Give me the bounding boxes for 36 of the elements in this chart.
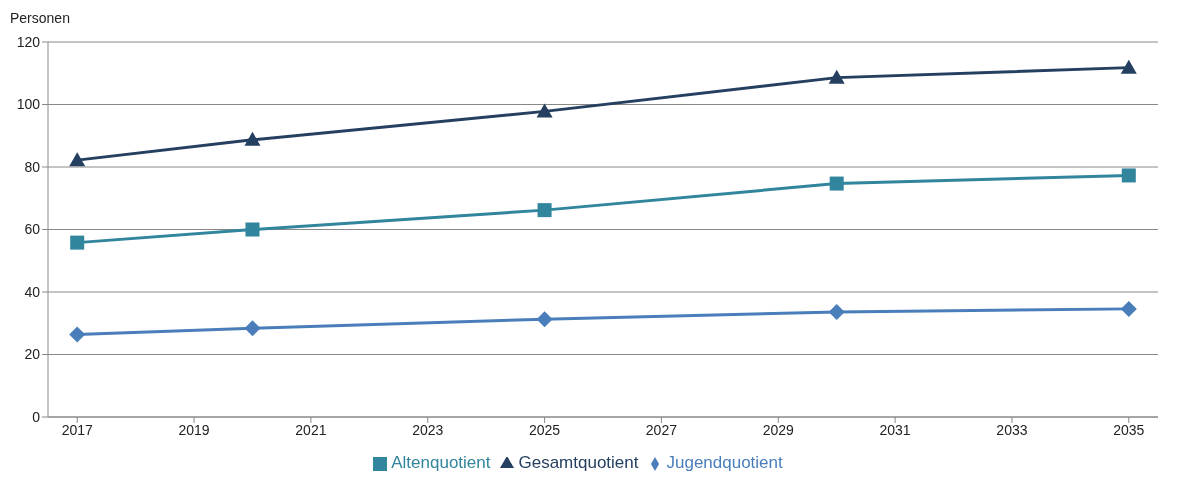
x-tick-label: 2031 — [879, 421, 911, 438]
x-tick-label: 2019 — [178, 421, 210, 438]
y-tick-label: 100 — [16, 96, 41, 113]
legend-label: Gesamtquotient — [518, 453, 639, 472]
point — [828, 69, 845, 84]
y-tick-label: 60 — [24, 221, 41, 238]
y-tick-label: 20 — [24, 346, 41, 363]
x-tick-label: 2017 — [61, 421, 93, 438]
x-tick-label: 2023 — [412, 421, 444, 438]
legend-label: Jugendquotient — [666, 453, 783, 472]
y-axis-title: Personen — [10, 10, 70, 26]
point — [1120, 59, 1137, 74]
y-tick-label: 40 — [24, 283, 41, 300]
point — [1121, 168, 1136, 183]
x-tick-label: 2029 — [762, 421, 795, 438]
point — [537, 203, 552, 218]
point — [70, 235, 85, 250]
point — [69, 326, 86, 343]
point — [1120, 300, 1137, 317]
y-tick-label: 120 — [16, 33, 41, 50]
x-tick-label: 2035 — [1113, 421, 1145, 438]
y-tick-label: 80 — [24, 158, 41, 175]
y-tick-label: 0 — [32, 408, 41, 425]
point — [69, 152, 86, 167]
point — [244, 131, 261, 146]
point — [536, 103, 553, 118]
point — [828, 304, 845, 320]
x-tick-label: 2027 — [645, 421, 678, 438]
point — [536, 311, 553, 328]
point — [245, 222, 260, 237]
point — [829, 176, 844, 191]
x-tick-label: 2033 — [996, 421, 1028, 438]
point — [244, 320, 261, 337]
x-tick-label: 2021 — [295, 421, 327, 438]
x-tick-label: 2025 — [529, 421, 561, 438]
legend-label: Altenquotient — [391, 453, 491, 472]
